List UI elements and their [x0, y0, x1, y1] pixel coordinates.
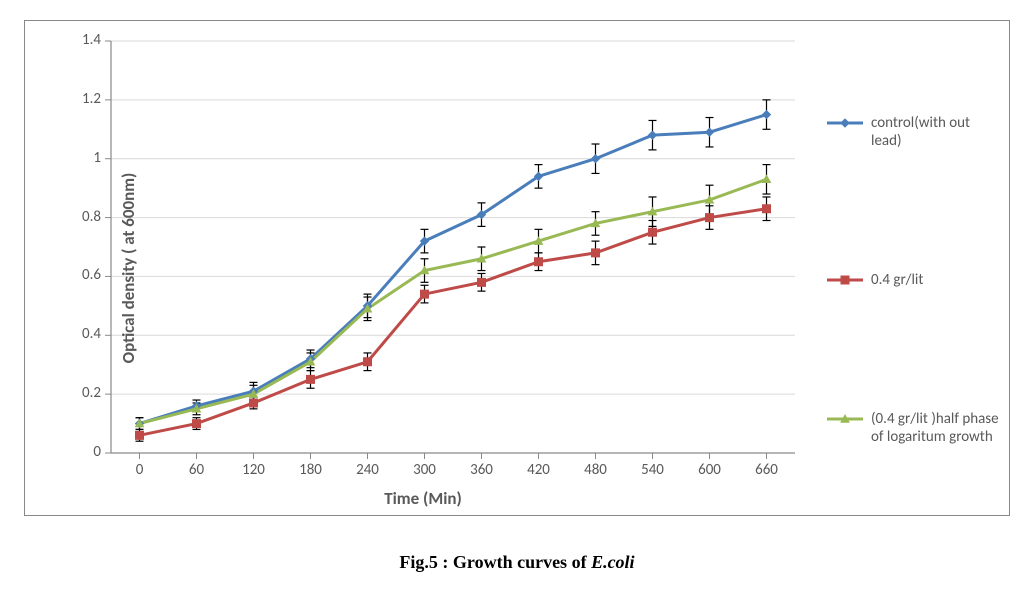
y-tick-label: 0.8 [82, 208, 101, 226]
legend-entry: (0.4 gr/lit )half phase of logaritum gro… [825, 410, 1001, 446]
x-axis-title: Time (Min) [384, 488, 462, 509]
line-chart-svg [25, 21, 821, 517]
caption-italic: E.coli [591, 552, 635, 572]
y-tick-label: 0.6 [82, 266, 101, 284]
legend-swatch [825, 271, 865, 289]
legend-label: 0.4 gr/lit [871, 271, 923, 289]
y-tick-label: 1.4 [82, 31, 101, 49]
figure-caption: Fig.5 : Growth curves of E.coli [0, 552, 1034, 573]
x-tick-label: 420 [521, 461, 557, 479]
x-tick-label: 600 [692, 461, 728, 479]
y-tick-label: 1.2 [82, 90, 101, 108]
x-tick-label: 180 [293, 461, 329, 479]
x-tick-label: 120 [236, 461, 272, 479]
y-tick-label: 1 [93, 149, 101, 167]
x-tick-label: 540 [635, 461, 671, 479]
y-tick-label: 0.2 [82, 384, 101, 402]
y-tick-label: 0 [93, 443, 101, 461]
x-tick-label: 0 [122, 461, 158, 479]
legend-label: (0.4 gr/lit )half phase of logaritum gro… [871, 410, 1001, 446]
x-tick-label: 360 [464, 461, 500, 479]
x-tick-label: 60 [179, 461, 215, 479]
chart-frame: Optical density ( at 600nm) Time (Min) 0… [24, 20, 1010, 516]
x-tick-label: 660 [749, 461, 785, 479]
legend-swatch [825, 410, 865, 428]
x-tick-label: 300 [407, 461, 443, 479]
legend-entry: control(with out lead) [825, 114, 1001, 150]
legend-entry: 0.4 gr/lit [825, 271, 1001, 289]
y-tick-label: 0.4 [82, 325, 101, 343]
x-tick-label: 480 [578, 461, 614, 479]
legend-swatch [825, 114, 865, 132]
x-tick-label: 240 [350, 461, 386, 479]
plot-area: Optical density ( at 600nm) Time (Min) 0… [25, 21, 821, 515]
legend-label: control(with out lead) [871, 114, 1001, 150]
y-axis-title: Optical density ( at 600nm) [118, 173, 139, 364]
caption-text: Fig.5 : Growth curves of [399, 552, 591, 572]
legend: control(with out lead) 0.4 gr/lit (0.4 gr/… [821, 21, 1009, 515]
